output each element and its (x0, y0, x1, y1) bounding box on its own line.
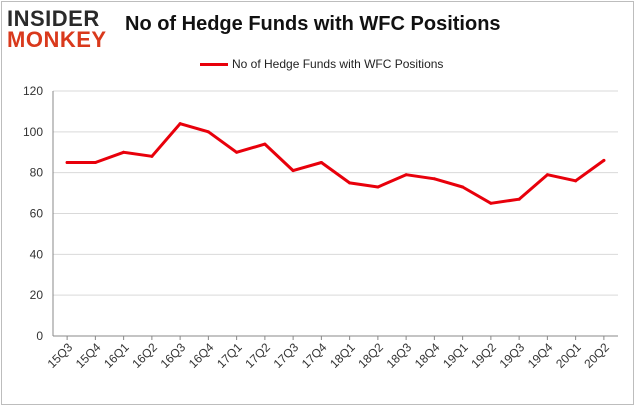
chart-title: No of Hedge Funds with WFC Positions (125, 13, 501, 35)
x-axis-tick-labels: 15Q315Q416Q116Q216Q316Q417Q117Q217Q317Q4… (45, 340, 613, 371)
data-point (206, 130, 210, 134)
grid-lines (53, 90, 618, 296)
data-point (432, 177, 436, 181)
y-tick-label: 120 (23, 84, 43, 98)
y-axis-tick-labels: 0 20 40 60 80 100 120 (23, 84, 43, 343)
series-line (65, 122, 606, 205)
y-tick-label: 60 (30, 207, 44, 221)
data-point (517, 197, 521, 201)
data-point (150, 154, 154, 158)
data-point (348, 181, 352, 185)
x-tick-label: 16Q1 (101, 340, 132, 371)
x-tick-label: 19Q4 (525, 340, 556, 371)
data-point (545, 173, 549, 177)
x-tick-label: 18Q2 (355, 340, 386, 371)
data-point (291, 169, 295, 173)
x-tick-label: 19Q2 (468, 340, 499, 371)
y-tick-label: 100 (23, 125, 43, 139)
x-tick-label: 16Q4 (186, 340, 217, 371)
data-point (376, 185, 380, 189)
x-tick-label: 20Q2 (581, 340, 612, 371)
data-point (263, 142, 267, 146)
y-tick-label: 40 (30, 247, 44, 261)
data-point (461, 185, 465, 189)
chart-legend: No of Hedge Funds with WFC Positions (200, 57, 443, 71)
data-point (319, 160, 323, 164)
x-tick-label: 18Q3 (384, 340, 415, 371)
logo-text-monkey: MONKEY (7, 27, 107, 52)
x-tick-label: 17Q1 (214, 340, 245, 371)
data-point (574, 179, 578, 183)
x-tick-label: 17Q4 (299, 340, 330, 371)
legend-label: No of Hedge Funds with WFC Positions (232, 57, 444, 71)
x-tick-label: 19Q1 (440, 340, 471, 371)
y-tick-label: 80 (30, 166, 44, 180)
x-tick-label: 20Q1 (553, 340, 584, 371)
data-point (235, 150, 239, 154)
x-tick-label: 17Q3 (271, 340, 302, 371)
x-tick-label: 16Q3 (158, 340, 189, 371)
data-point (489, 201, 493, 205)
data-point (178, 122, 182, 126)
x-tick-label: 18Q4 (412, 340, 443, 371)
x-tick-label: 18Q1 (327, 340, 358, 371)
axes (52, 91, 618, 340)
y-tick-label: 0 (36, 329, 43, 343)
x-tick-label: 16Q2 (129, 340, 160, 371)
data-point (122, 150, 126, 154)
legend-swatch (200, 62, 228, 66)
data-point (93, 160, 97, 164)
data-point (602, 158, 606, 162)
logo-text-insider: INSIDER (7, 6, 100, 31)
data-point (65, 160, 69, 164)
x-tick-label: 17Q2 (242, 340, 273, 371)
data-point (404, 173, 408, 177)
x-tick-label: 19Q3 (497, 340, 528, 371)
y-tick-label: 20 (30, 288, 44, 302)
series-layer (65, 122, 606, 205)
x-tick-label: 15Q3 (45, 340, 76, 371)
x-tick-label: 15Q4 (73, 340, 104, 371)
insider-monkey-logo: INSIDER MONKEY (7, 8, 117, 54)
